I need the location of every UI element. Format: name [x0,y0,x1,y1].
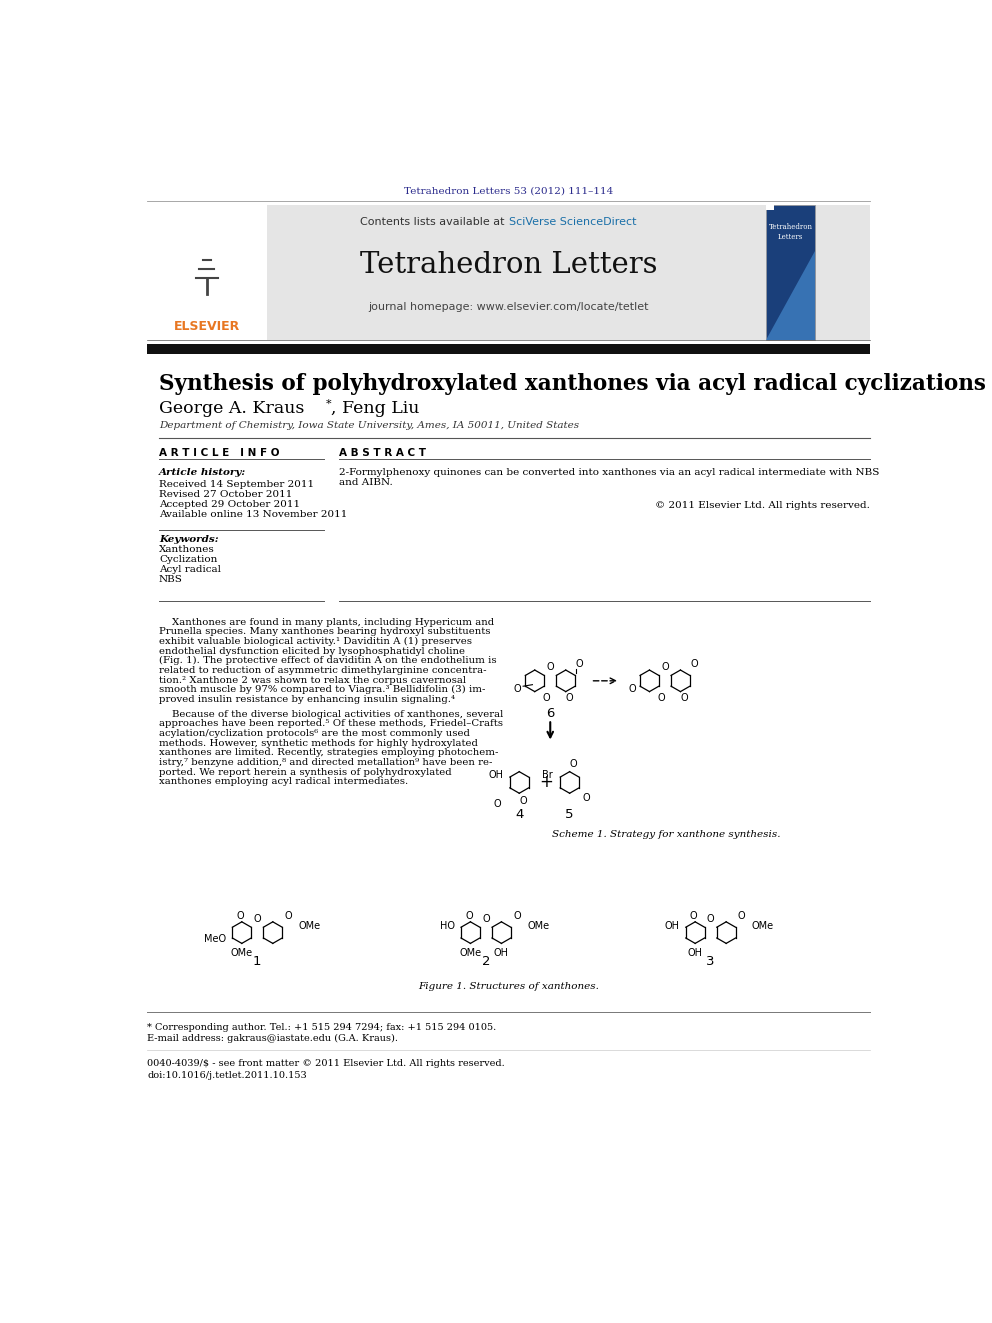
Text: O: O [690,659,698,669]
Text: Synthesis of polyhydroxylated xanthones via acyl radical cyclizations: Synthesis of polyhydroxylated xanthones … [159,373,986,394]
Text: 2-Formylphenoxy quinones can be converted into xanthones via an acyl radical int: 2-Formylphenoxy quinones can be converte… [339,468,880,478]
Text: NBS: NBS [159,576,183,585]
Text: O: O [689,910,697,921]
Text: O: O [569,759,577,769]
Text: smooth muscle by 97% compared to Viagra.³ Bellidifolin (3) im-: smooth muscle by 97% compared to Viagra.… [159,685,485,695]
Text: O: O [482,914,490,923]
Text: A R T I C L E   I N F O: A R T I C L E I N F O [159,448,280,458]
Text: Cyclization: Cyclization [159,556,217,565]
Text: O: O [543,693,551,703]
Text: O: O [254,914,261,923]
Text: O: O [681,693,688,703]
Text: O: O [285,910,292,921]
Text: Xanthones are found in many plants, including Hypericum and: Xanthones are found in many plants, incl… [159,618,494,627]
Text: O: O [513,910,521,921]
Text: Because of the diverse biological activities of xanthones, several: Because of the diverse biological activi… [159,710,503,718]
Text: xanthones employing acyl radical intermediates.: xanthones employing acyl radical interme… [159,777,408,786]
Text: ported. We report herein a synthesis of polyhydroxylated: ported. We report herein a synthesis of … [159,767,451,777]
Text: 3: 3 [706,955,715,968]
Text: © 2011 Elsevier Ltd. All rights reserved.: © 2011 Elsevier Ltd. All rights reserved… [655,501,870,509]
Text: Acyl radical: Acyl radical [159,565,221,574]
Text: Figure 1. Structures of xanthones.: Figure 1. Structures of xanthones. [418,982,599,991]
Text: O: O [583,792,590,803]
Text: Tetrahedron Letters 53 (2012) 111–114: Tetrahedron Letters 53 (2012) 111–114 [404,187,613,196]
Text: George A. Kraus: George A. Kraus [159,400,310,417]
Text: OMe: OMe [459,947,481,958]
Text: Revised 27 October 2011: Revised 27 October 2011 [159,490,293,499]
Text: Contents lists available at: Contents lists available at [360,217,509,228]
Text: OMe: OMe [527,921,550,931]
Text: proved insulin resistance by enhancing insulin signaling.⁴: proved insulin resistance by enhancing i… [159,695,455,704]
Text: O: O [658,693,665,703]
Text: O: O [514,684,522,693]
Text: 4: 4 [515,808,524,822]
Text: *: * [325,398,331,409]
Text: O: O [738,910,745,921]
Text: MeO: MeO [204,934,226,943]
Bar [147,205,870,340]
Text: O: O [661,662,669,672]
Text: OMe: OMe [752,921,774,931]
Text: OMe: OMe [231,947,253,958]
Text: tion.² Xanthone 2 was shown to relax the corpus cavernosal: tion.² Xanthone 2 was shown to relax the… [159,676,466,684]
Text: O: O [236,910,244,921]
Text: Tetrahedron Letters: Tetrahedron Letters [360,251,657,279]
Text: O: O [707,914,714,923]
Text: HO: HO [439,921,455,931]
Text: , Feng Liu: , Feng Liu [331,400,420,417]
Text: istry,⁷ benzyne addition,⁸ and directed metallation⁹ have been re-: istry,⁷ benzyne addition,⁸ and directed … [159,758,492,767]
Text: Available online 13 November 2011: Available online 13 November 2011 [159,509,347,519]
Text: SciVerse ScienceDirect: SciVerse ScienceDirect [509,217,637,228]
Text: ELSEVIER: ELSEVIER [174,320,240,333]
Text: O: O [520,796,527,806]
Text: xanthones are limited. Recently, strategies employing photochem-: xanthones are limited. Recently, strateg… [159,749,498,757]
Bar [767,204,774,210]
Text: (Fig. 1). The protective effect of daviditin A on the endothelium is: (Fig. 1). The protective effect of david… [159,656,497,665]
Text: * Corresponding author. Tel.: +1 515 294 7294; fax: +1 515 294 0105.: * Corresponding author. Tel.: +1 515 294… [147,1023,497,1032]
Text: related to reduction of asymmetric dimethylarginine concentra-: related to reduction of asymmetric dimet… [159,665,486,675]
Text: O: O [547,662,555,672]
Text: 1: 1 [253,955,262,968]
Text: methods. However, synthetic methods for highly hydroxylated: methods. However, synthetic methods for … [159,738,478,747]
Text: 0040-4039/$ - see front matter © 2011 Elsevier Ltd. All rights reserved.: 0040-4039/$ - see front matter © 2011 El… [147,1058,505,1068]
Text: Tetrahedron
Letters: Tetrahedron Letters [769,222,812,241]
Text: and AIBN.: and AIBN. [339,479,393,487]
Bar [147,344,870,353]
Text: O: O [576,659,583,669]
Text: 6: 6 [546,706,555,720]
Text: O: O [629,684,636,693]
Text: Xanthones: Xanthones [159,545,214,554]
Text: 5: 5 [565,808,574,822]
Text: Article history:: Article history: [159,468,246,478]
Text: O: O [494,799,501,810]
Text: approaches have been reported.⁵ Of these methods, Friedel–Crafts: approaches have been reported.⁵ Of these… [159,720,503,729]
Text: Received 14 September 2011: Received 14 September 2011 [159,480,314,490]
Text: acylation/cyclization protocols⁶ are the most commonly used: acylation/cyclization protocols⁶ are the… [159,729,470,738]
Polygon shape [766,251,815,340]
Text: Keywords:: Keywords: [159,536,218,544]
Text: A B S T R A C T: A B S T R A C T [339,448,427,458]
Text: doi:10.1016/j.tetlet.2011.10.153: doi:10.1016/j.tetlet.2011.10.153 [147,1070,307,1080]
Text: journal homepage: www.elsevier.com/locate/tetlet: journal homepage: www.elsevier.com/locat… [368,303,649,312]
Text: OH: OH [494,947,509,958]
Bar [766,205,815,340]
Text: OMe: OMe [299,921,320,931]
Text: Prunella species. Many xanthones bearing hydroxyl substituents: Prunella species. Many xanthones bearing… [159,627,490,636]
Bar [147,205,268,340]
Text: OH: OH [489,770,504,779]
Text: OH: OH [687,947,702,958]
Text: Department of Chemistry, Iowa State University, Ames, IA 50011, United States: Department of Chemistry, Iowa State Univ… [159,422,579,430]
Text: +: + [540,774,554,791]
Text: O: O [465,910,472,921]
Text: Br: Br [542,770,553,779]
Text: 2: 2 [482,955,490,968]
Text: OH: OH [665,921,680,931]
Text: Accepted 29 October 2011: Accepted 29 October 2011 [159,500,300,509]
Text: E-mail address: gakraus@iastate.edu (G.A. Kraus).: E-mail address: gakraus@iastate.edu (G.A… [147,1035,398,1044]
Text: endothelial dysfunction elicited by lysophosphatidyl choline: endothelial dysfunction elicited by lyso… [159,647,465,656]
Text: exhibit valuable biological activity.¹ Daviditin A (1) preserves: exhibit valuable biological activity.¹ D… [159,636,472,646]
Text: O: O [565,693,573,703]
Text: Scheme 1. Strategy for xanthone synthesis.: Scheme 1. Strategy for xanthone synthesi… [553,831,781,839]
